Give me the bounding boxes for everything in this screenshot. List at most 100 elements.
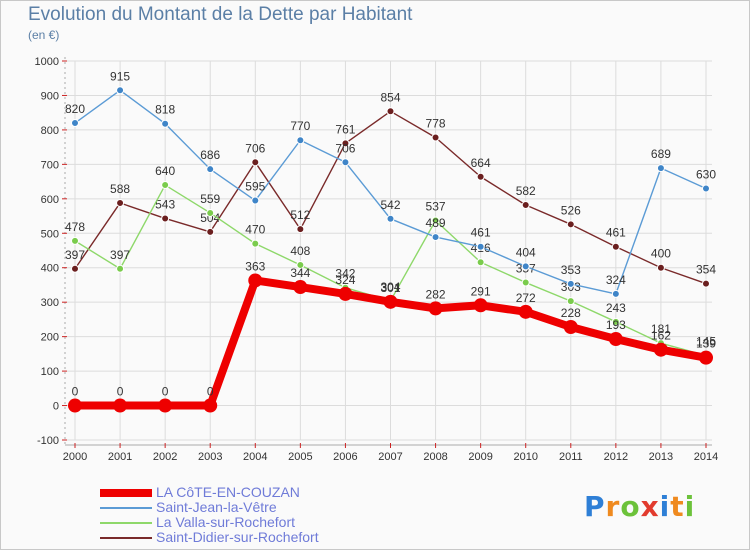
- data-label: 778: [426, 116, 446, 130]
- y-tick-label: 400: [41, 263, 59, 275]
- data-point: [71, 264, 79, 273]
- x-tick-label: 2005: [288, 451, 312, 463]
- data-label: 489: [426, 216, 446, 230]
- data-label: 282: [426, 287, 446, 301]
- logo-letter: t: [670, 490, 685, 523]
- data-label: 324: [335, 273, 355, 287]
- data-label: 478: [65, 220, 85, 234]
- data-point: [428, 301, 443, 316]
- data-point: [206, 165, 215, 174]
- legend-swatch: [100, 522, 152, 524]
- x-tick-label: 2006: [333, 451, 357, 463]
- legend-swatch: [100, 489, 152, 497]
- chart-subtitle: (en €): [28, 28, 60, 42]
- data-point: [296, 225, 305, 234]
- data-point: [521, 201, 530, 210]
- logo-letter: P: [584, 490, 606, 523]
- data-point: [68, 398, 82, 413]
- x-tick-label: 2001: [108, 451, 132, 463]
- data-label: 640: [155, 164, 175, 178]
- y-tick-label: 200: [41, 332, 59, 344]
- data-point: [116, 264, 125, 273]
- data-label: 686: [200, 148, 220, 162]
- data-label: 145: [696, 335, 716, 349]
- data-point: [431, 216, 440, 225]
- data-point: [206, 227, 215, 236]
- legend-swatch: [100, 537, 152, 539]
- y-tick-label: 700: [41, 159, 59, 171]
- data-point: [611, 289, 620, 298]
- data-label: 664: [471, 156, 491, 170]
- data-point: [341, 139, 350, 148]
- data-label: 139: [696, 337, 716, 351]
- data-point: [566, 279, 575, 288]
- data-point: [206, 208, 215, 217]
- data-point: [699, 350, 713, 365]
- axes: -100010020030040050060070080090010002000…: [35, 56, 719, 463]
- data-label: 344: [290, 266, 310, 280]
- data-label: 397: [65, 248, 85, 262]
- y-tick-label: 1000: [35, 56, 59, 68]
- data-point: [113, 398, 128, 413]
- data-label: 272: [516, 291, 536, 305]
- data-point: [608, 332, 623, 347]
- data-label: 181: [651, 322, 671, 336]
- data-point: [431, 133, 440, 142]
- data-point: [203, 398, 218, 413]
- data-point: [296, 136, 305, 145]
- x-tick-label: 2007: [378, 451, 402, 463]
- data-point: [116, 86, 125, 95]
- data-point: [431, 233, 440, 242]
- data-label: 770: [290, 119, 310, 133]
- logo-letter: x: [640, 490, 660, 523]
- data-point: [296, 260, 305, 269]
- y-tick-label: 0: [53, 401, 59, 413]
- data-label: 342: [335, 267, 355, 281]
- y-tick-label: 100: [41, 366, 59, 378]
- data-label: 461: [606, 226, 626, 240]
- legend-label: La Valla-sur-Rochefort: [156, 514, 296, 530]
- data-label: 542: [380, 198, 400, 212]
- logo-letter: r: [605, 490, 621, 523]
- data-point: [521, 262, 530, 271]
- data-label: 228: [561, 306, 581, 320]
- data-point: [383, 294, 398, 309]
- data-label: 0: [72, 385, 79, 399]
- y-tick-label: 900: [41, 90, 59, 102]
- data-point: [518, 304, 533, 319]
- data-point: [251, 158, 260, 167]
- data-point: [161, 181, 170, 190]
- y-tick-label: 500: [41, 228, 59, 240]
- x-tick-label: 2014: [694, 451, 718, 463]
- data-point: [338, 286, 353, 301]
- legend-label: Saint-Didier-sur-Rochefort: [156, 529, 319, 545]
- data-point: [653, 342, 668, 357]
- data-point: [293, 280, 308, 295]
- data-point: [476, 258, 485, 267]
- data-label: 582: [516, 184, 536, 198]
- data-label: 363: [245, 259, 265, 273]
- data-label: 559: [200, 192, 220, 206]
- data-label: 706: [245, 141, 265, 155]
- x-tick-label: 2010: [513, 451, 537, 463]
- data-point: [566, 220, 575, 229]
- data-label: 304: [380, 280, 400, 294]
- data-point: [563, 319, 578, 334]
- y-tick-label: 800: [41, 125, 59, 137]
- data-label: 301: [380, 281, 400, 295]
- data-point: [386, 214, 395, 223]
- data-point: [251, 196, 260, 205]
- data-point: [702, 279, 710, 288]
- data-label: 854: [380, 90, 400, 104]
- data-label: 397: [110, 248, 130, 262]
- data-point: [656, 263, 665, 272]
- data-label: 689: [651, 147, 671, 161]
- data-point: [476, 242, 485, 251]
- data-point: [386, 107, 395, 116]
- data-point: [116, 198, 125, 207]
- data-point: [656, 164, 665, 173]
- x-tick-label: 2003: [198, 451, 222, 463]
- x-tick-label: 2002: [153, 451, 177, 463]
- data-label: 461: [471, 226, 491, 240]
- data-label: 504: [200, 211, 220, 225]
